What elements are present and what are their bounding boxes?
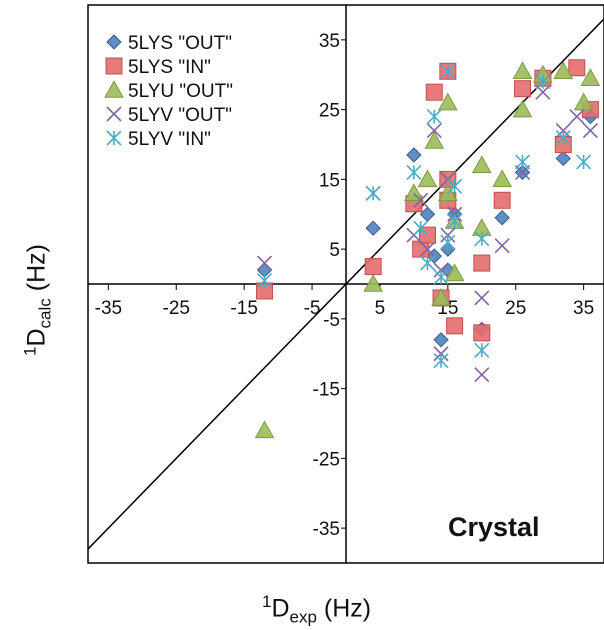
y-axis-label-main: D — [22, 328, 51, 347]
y-axis-label-sub: calc — [35, 298, 55, 329]
data-point — [365, 185, 381, 201]
y-tick-label: -5 — [323, 310, 340, 331]
legend: 5LYS "OUT" 5LYS "IN" 5LYU "OUT" 5LYV "OUT" 5… — [104, 33, 233, 150]
legend-marker — [105, 57, 123, 75]
series-4 — [256, 63, 592, 369]
data-point — [494, 210, 510, 226]
reference-line — [87, 18, 604, 550]
y-axis-label-unit: (Hz) — [22, 244, 51, 292]
data-point — [444, 263, 465, 282]
data-point — [494, 238, 510, 254]
data-point — [419, 241, 436, 257]
data-points — [254, 59, 601, 439]
identity-line — [87, 18, 604, 550]
data-point — [425, 83, 443, 101]
data-point — [413, 220, 429, 236]
data-point — [254, 420, 275, 439]
x-axis-label-sub: exp — [289, 607, 317, 627]
data-point — [364, 258, 382, 276]
x-tick-label: -15 — [230, 298, 257, 319]
legend-label: 5LYV "IN" — [128, 129, 211, 150]
data-point — [512, 61, 533, 79]
data-point — [440, 63, 456, 79]
annotation-crystal: Crystal — [448, 512, 540, 542]
data-point — [474, 342, 490, 358]
legend-label: 5LYV "OUT" — [128, 105, 232, 126]
data-point — [474, 367, 490, 383]
data-point — [580, 68, 601, 86]
data-point — [419, 255, 436, 271]
data-point — [433, 353, 449, 369]
y-tick-label: 5 — [329, 240, 340, 261]
x-axis-label-main: D — [271, 594, 290, 623]
y-tick-label: -25 — [313, 449, 340, 470]
data-point — [514, 80, 532, 98]
y-axis-label: 1Dcalc (Hz) — [20, 244, 55, 356]
data-point — [473, 254, 491, 272]
data-point — [406, 164, 422, 180]
y-tick-label: -15 — [313, 380, 340, 401]
data-point — [568, 59, 586, 77]
data-point — [576, 154, 592, 170]
legend-label: 5LYS "IN" — [128, 57, 211, 78]
data-point — [446, 317, 464, 335]
data-point — [433, 269, 449, 285]
data-point — [406, 147, 422, 163]
y-axis-label-sup: 1 — [20, 346, 40, 356]
data-point — [363, 273, 384, 292]
data-point — [582, 122, 598, 139]
legend-label: 5LYU "OUT" — [128, 81, 233, 102]
x-tick-label: -25 — [163, 298, 190, 319]
x-tick-label: 5 — [375, 298, 386, 319]
x-axis-label-sup: 1 — [262, 592, 272, 611]
data-point — [535, 74, 551, 90]
data-point — [471, 155, 492, 174]
data-point — [256, 272, 273, 289]
data-point — [437, 92, 458, 111]
x-tick-label: -35 — [95, 298, 122, 319]
data-point — [431, 287, 451, 306]
data-point — [365, 220, 381, 236]
y-tick-label: 25 — [319, 101, 340, 122]
legend-label: 5LYS "OUT" — [128, 33, 232, 54]
y-tick-label: 35 — [319, 31, 340, 52]
legend-marker — [106, 106, 122, 122]
legend-marker — [106, 34, 122, 50]
x-tick-label: 25 — [505, 298, 526, 319]
y-tick-label: -35 — [313, 519, 340, 540]
y-tick-label: 15 — [319, 170, 340, 191]
legend-marker — [104, 79, 124, 98]
data-point — [256, 255, 273, 271]
data-point — [426, 122, 442, 139]
data-point — [492, 169, 513, 188]
data-point — [417, 169, 438, 188]
legend-marker — [106, 130, 122, 146]
data-point — [413, 192, 429, 208]
x-axis-label-unit: (Hz) — [323, 594, 372, 623]
data-point — [447, 213, 463, 229]
x-tick-label: -5 — [304, 298, 321, 319]
data-point — [473, 324, 491, 342]
data-point — [553, 61, 574, 79]
data-point — [474, 231, 490, 247]
data-point — [447, 178, 463, 194]
data-point — [514, 154, 531, 170]
data-point — [440, 234, 456, 250]
data-point — [404, 183, 424, 202]
x-axis-label: 1Dexp (Hz) — [262, 592, 371, 627]
data-point — [419, 206, 436, 222]
data-point — [569, 109, 585, 125]
data-point — [433, 332, 449, 348]
data-point — [424, 130, 445, 149]
data-point — [426, 109, 442, 125]
data-point — [555, 150, 571, 167]
data-point — [512, 99, 533, 118]
data-point — [493, 191, 511, 209]
x-tick-label: 35 — [573, 298, 594, 319]
data-point — [555, 129, 571, 146]
data-point — [474, 290, 490, 306]
